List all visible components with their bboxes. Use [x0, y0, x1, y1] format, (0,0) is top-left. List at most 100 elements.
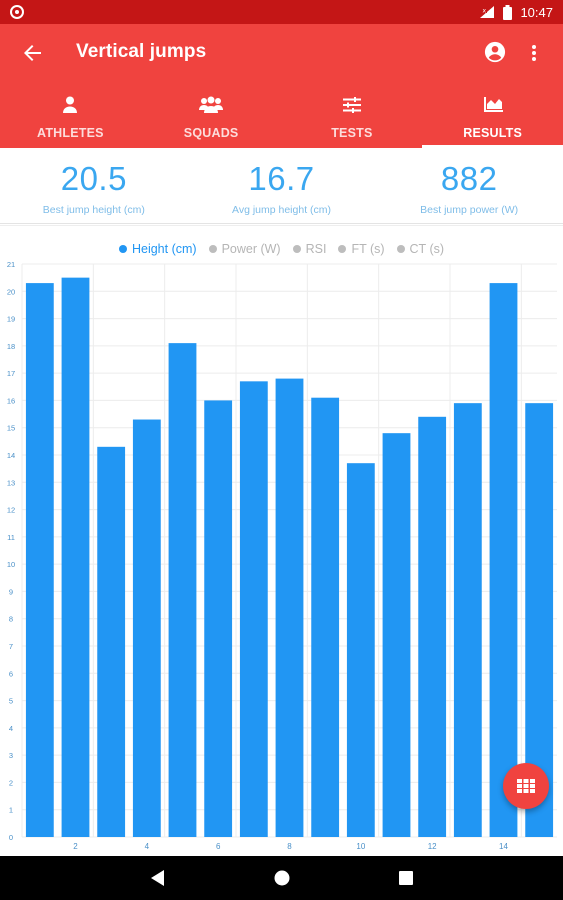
bar: [168, 343, 197, 837]
bar: [275, 378, 304, 837]
x-tick-label: 8: [287, 842, 292, 851]
tab-squads[interactable]: SQUADS: [141, 86, 282, 148]
tab-tests[interactable]: TESTS: [282, 86, 423, 148]
group-icon: [199, 96, 224, 113]
y-tick-label: 21: [7, 260, 15, 269]
y-tick-label: 8: [9, 615, 13, 624]
y-tick-label: 6: [9, 669, 13, 678]
bar: [239, 381, 268, 837]
tab-athletes[interactable]: ATHLETES: [0, 86, 141, 148]
y-tick-label: 18: [7, 342, 15, 351]
table-view-fab[interactable]: [503, 763, 549, 809]
toolbar: Vertical jumps: [0, 24, 563, 82]
stat-best-height: 20.5 Best jump height (cm): [0, 150, 188, 223]
stat-label: Best jump height (cm): [42, 204, 145, 216]
y-tick-label: 3: [9, 751, 13, 760]
x-tick-label: 2: [73, 842, 78, 851]
x-tick-label: 10: [356, 842, 365, 851]
y-tick-label: 13: [7, 478, 15, 487]
x-tick-label: 12: [428, 842, 437, 851]
legend-label: FT (s): [351, 242, 385, 256]
bar: [25, 283, 54, 838]
page-title: Vertical jumps: [76, 41, 207, 62]
y-tick-label: 11: [7, 533, 15, 542]
person-icon: [63, 96, 78, 113]
app-notification-icon: [10, 5, 24, 19]
y-tick-label: 19: [7, 315, 15, 324]
bar: [132, 419, 161, 837]
stat-value: 20.5: [60, 160, 127, 197]
stat-best-power: 882 Best jump power (W): [375, 150, 563, 223]
y-tick-label: 0: [9, 833, 13, 842]
bar: [97, 446, 126, 837]
y-tick-label: 15: [7, 424, 15, 433]
results-chart: 0 1 2 3 4 5 6 7 8 9 10 11 12 13 14 15 16 17 18 19 20 21 2 4 6 8 10…: [0, 225, 563, 856]
y-tick-label: 4: [9, 724, 13, 733]
battery-icon: [503, 4, 513, 20]
legend-dot-icon: [292, 245, 301, 253]
legend-dot-icon: [118, 245, 127, 253]
legend-item-rsi[interactable]: RSI: [292, 242, 327, 256]
x-tick-label: 4: [145, 842, 150, 851]
legend-label: CT (s): [409, 242, 445, 256]
tab-results[interactable]: RESULTS: [422, 86, 563, 148]
tab-athletes-label: ATHLETES: [37, 126, 104, 140]
y-tick-label: 5: [9, 697, 13, 706]
sliders-icon: [342, 97, 361, 113]
nav-recents-button[interactable]: [394, 866, 418, 890]
legend-dot-icon: [338, 245, 347, 253]
y-tick-label: 14: [7, 451, 15, 460]
stat-label: Avg jump height (cm): [232, 204, 332, 216]
x-tick-label: 14: [499, 842, 508, 851]
y-tick-label: 2: [9, 778, 13, 787]
bar: [311, 397, 340, 837]
stat-value: 16.7: [248, 160, 315, 197]
legend-item-height[interactable]: Height (cm): [118, 242, 197, 256]
legend-dot-icon: [208, 245, 217, 253]
stat-value: 882: [440, 160, 498, 197]
legend-item-power[interactable]: Power (W): [208, 242, 281, 256]
legend-label: Power (W): [221, 242, 281, 256]
legend-label: RSI: [305, 242, 327, 256]
account-button[interactable]: [484, 41, 508, 65]
legend-dot-icon: [396, 245, 405, 253]
bar: [61, 277, 90, 838]
more-options-button[interactable]: [524, 41, 544, 65]
y-tick-label: 1: [9, 806, 13, 815]
legend-item-ct[interactable]: CT (s): [396, 242, 445, 256]
tab-results-label: RESULTS: [463, 126, 523, 140]
tab-bar: ATHLETES SQUADS: [0, 86, 563, 148]
system-nav-bar: [0, 856, 563, 900]
bar: [489, 283, 518, 838]
triangle-back-icon: [150, 870, 164, 886]
bar: [382, 433, 411, 837]
y-tick-label: 7: [9, 642, 13, 651]
status-time: 10:47: [520, 4, 553, 20]
legend-item-ft[interactable]: FT (s): [338, 242, 385, 256]
bar: [453, 403, 482, 837]
summary-stats: 20.5 Best jump height (cm) 16.7 Avg jump…: [0, 150, 563, 224]
bar: [418, 416, 447, 837]
stat-label: Best jump power (W): [420, 204, 519, 216]
more-vert-icon: [532, 45, 536, 61]
y-tick-label: 17: [7, 369, 15, 378]
y-tick-label: 16: [7, 396, 15, 405]
account-circle-icon: [484, 41, 506, 63]
circle-home-icon: [274, 870, 289, 886]
area-chart-icon: [483, 97, 503, 112]
app-bar: Vertical jumps: [0, 24, 563, 148]
grid-icon: [517, 779, 535, 793]
back-button[interactable]: [20, 40, 46, 66]
nav-back-button[interactable]: [146, 866, 170, 890]
tab-squads-label: SQUADS: [183, 126, 239, 140]
arrow-back-icon: [24, 45, 41, 61]
y-tick-label: 12: [7, 506, 15, 515]
square-recents-icon: [398, 871, 413, 885]
x-tick-label: 6: [216, 842, 221, 851]
bar: [204, 400, 233, 837]
bar: [346, 463, 375, 837]
nav-home-button[interactable]: [270, 866, 294, 890]
signal-icon: x: [480, 6, 495, 18]
